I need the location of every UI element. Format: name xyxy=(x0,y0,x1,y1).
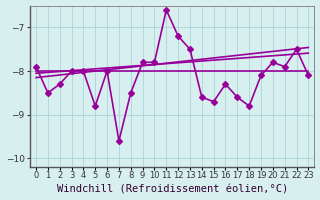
X-axis label: Windchill (Refroidissement éolien,°C): Windchill (Refroidissement éolien,°C) xyxy=(57,184,288,194)
